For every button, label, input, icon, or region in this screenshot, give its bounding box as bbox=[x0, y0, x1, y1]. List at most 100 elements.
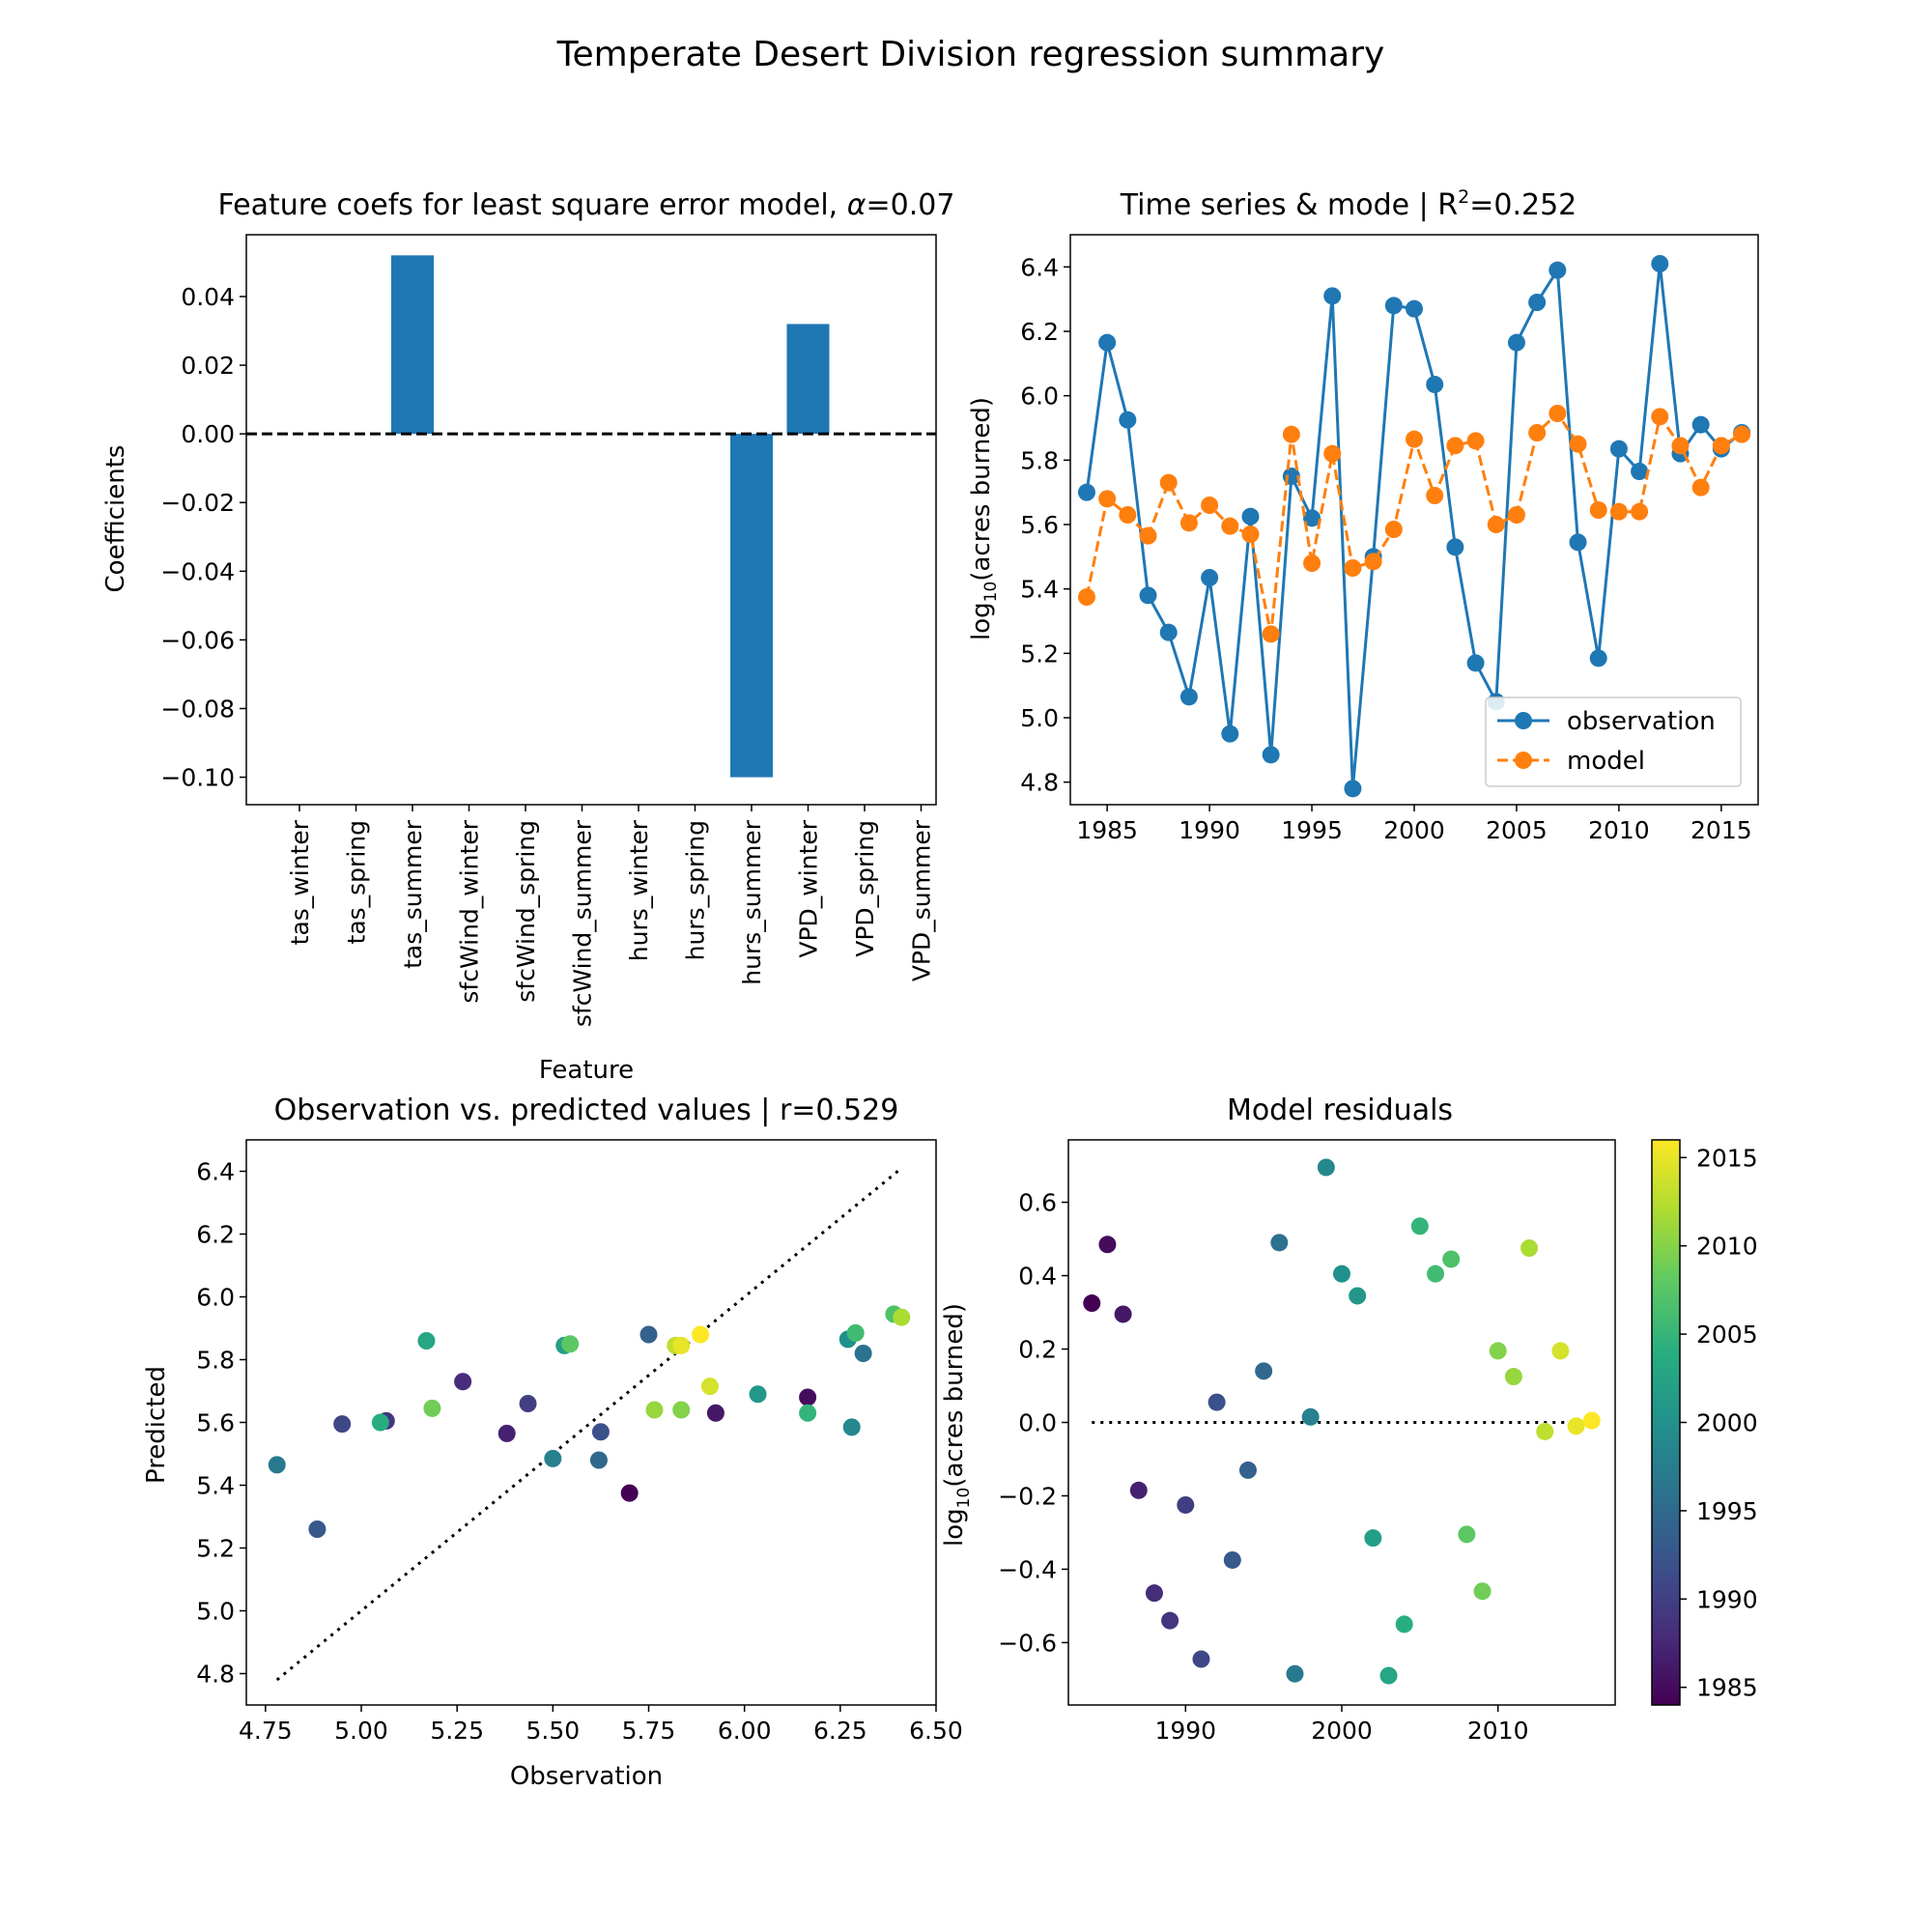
residual-point bbox=[1551, 1342, 1570, 1360]
scatter-point bbox=[454, 1373, 472, 1391]
legend-model-marker bbox=[1515, 752, 1532, 769]
residual-point bbox=[1333, 1264, 1350, 1283]
series-point bbox=[1507, 506, 1525, 524]
y-tick-label: −0.06 bbox=[160, 626, 235, 654]
series-point bbox=[1221, 517, 1239, 535]
scatter-point bbox=[423, 1399, 441, 1417]
residual-point bbox=[1129, 1481, 1148, 1499]
colorbar-tick-label: 2005 bbox=[1696, 1321, 1758, 1349]
x-tick-label: 1985 bbox=[1076, 816, 1138, 844]
obs-pred-xlabel: Observation bbox=[510, 1762, 663, 1791]
obs-pred-plot-area: 4.8 5.0 5.2 5.4 5.6 5.8 6.0 6.2 6.4 4.75 5.00 5.25 5… bbox=[196, 1139, 963, 1745]
scatter-point bbox=[268, 1456, 286, 1474]
coef-plot-area: 0.04 0.02 0.00 −0.02 −0.04 −0.06 −0.08 −0.10 tas… bbox=[160, 234, 937, 1027]
residual-point bbox=[1364, 1529, 1382, 1548]
residual-point bbox=[1098, 1236, 1117, 1254]
y-tick-label: 0.2 bbox=[1018, 1336, 1057, 1364]
colorbar-tick-label: 1990 bbox=[1696, 1585, 1758, 1613]
x-tick-label: 5.50 bbox=[526, 1717, 580, 1745]
x-tick-label: sfcWind_spring bbox=[512, 820, 540, 1003]
series-point bbox=[1159, 623, 1178, 641]
residual-point bbox=[1504, 1368, 1522, 1386]
residual-point bbox=[1223, 1550, 1241, 1569]
axes-frame bbox=[245, 1139, 937, 1706]
colorbar-tick-label: 2000 bbox=[1696, 1409, 1758, 1437]
series-point bbox=[1691, 415, 1710, 434]
y-tick-label: −0.6 bbox=[998, 1629, 1057, 1657]
x-tick-label: tas_winter bbox=[286, 819, 314, 945]
x-tick-label: hurs_spring bbox=[682, 820, 710, 960]
series-point bbox=[1589, 501, 1607, 519]
scatter-point bbox=[417, 1332, 436, 1350]
y-tick-label: 6.2 bbox=[196, 1221, 235, 1249]
scatter-point bbox=[799, 1404, 817, 1422]
y-tick-label: −0.02 bbox=[160, 489, 235, 517]
y-tick-label: 5.0 bbox=[196, 1598, 235, 1626]
series-point bbox=[1406, 299, 1423, 318]
timeseries-panel: Time series & mode | R2=0.252 4.8 5.0 5.2 5… bbox=[967, 186, 1759, 844]
y-tick-label: 6.4 bbox=[1020, 253, 1059, 281]
x-tick-label: VPD_summer bbox=[908, 819, 936, 981]
coef-panel: Feature coefs for least square error mod… bbox=[101, 188, 954, 1085]
scatter-point bbox=[692, 1325, 710, 1344]
y-tick-label: 6.0 bbox=[196, 1284, 235, 1312]
residuals-title: Model residuals bbox=[1227, 1094, 1453, 1127]
y-tick-label: 0.04 bbox=[181, 283, 235, 311]
residual-point bbox=[1270, 1234, 1289, 1252]
y-tick-label: 5.8 bbox=[196, 1347, 235, 1375]
scatter-point bbox=[846, 1323, 865, 1342]
series-point bbox=[1241, 507, 1260, 526]
scatter-point bbox=[591, 1423, 610, 1441]
series-point bbox=[1569, 435, 1587, 453]
y-tick-label: 5.4 bbox=[1020, 576, 1059, 604]
scatter-point bbox=[842, 1418, 861, 1436]
series-point bbox=[1466, 432, 1485, 450]
series-point bbox=[1119, 506, 1137, 524]
scatter-point bbox=[672, 1401, 691, 1419]
series-point bbox=[1364, 553, 1382, 571]
series-point bbox=[1303, 554, 1321, 572]
x-tick-label: 2010 bbox=[1467, 1717, 1529, 1745]
series-point bbox=[1691, 478, 1710, 497]
series-point bbox=[1651, 408, 1669, 426]
legend-model-label: model bbox=[1567, 747, 1645, 776]
legend-observation-marker bbox=[1515, 712, 1532, 729]
series-point bbox=[1528, 294, 1547, 311]
series-point bbox=[1201, 569, 1219, 586]
series-point bbox=[1406, 430, 1423, 448]
y-tick-label: 0.02 bbox=[181, 352, 235, 380]
residual-point bbox=[1442, 1250, 1461, 1268]
series-point bbox=[1426, 487, 1444, 504]
series-point bbox=[1384, 521, 1403, 538]
x-tick-label: VPD_spring bbox=[851, 820, 879, 957]
residual-point bbox=[1317, 1158, 1335, 1177]
series-point bbox=[1712, 437, 1730, 455]
scatter-point bbox=[497, 1424, 516, 1442]
series-point bbox=[1589, 649, 1607, 668]
residual-point bbox=[1536, 1422, 1554, 1440]
y-tick-label: 5.4 bbox=[196, 1472, 235, 1500]
series-point bbox=[1323, 444, 1342, 463]
coef-xlabel: Feature bbox=[539, 1056, 634, 1085]
residual-point bbox=[1349, 1287, 1367, 1305]
series-point bbox=[1344, 559, 1362, 577]
series-point bbox=[1548, 405, 1567, 422]
x-tick-label: hurs_summer bbox=[738, 819, 766, 984]
series-point bbox=[1077, 483, 1095, 501]
series-point bbox=[1303, 509, 1321, 527]
series-point bbox=[1548, 261, 1567, 279]
series-point bbox=[1651, 255, 1669, 272]
series-point bbox=[1241, 526, 1260, 543]
x-tick-label: 2000 bbox=[1311, 1717, 1373, 1745]
residual-point bbox=[1161, 1611, 1179, 1630]
colorbar-ticks: 1985 1990 1995 2000 2005 2010 2015 bbox=[1680, 1144, 1758, 1702]
y-tick-label: 0.4 bbox=[1018, 1263, 1057, 1291]
series-point bbox=[1282, 425, 1300, 443]
timeseries-title: Time series & mode | R2=0.252 bbox=[1120, 186, 1577, 222]
y-tick-label: 5.8 bbox=[1020, 446, 1059, 474]
bar bbox=[786, 324, 830, 435]
scatter-point bbox=[854, 1345, 872, 1362]
y-tick-label: 6.0 bbox=[1020, 383, 1059, 411]
colorbar-tick-label: 1985 bbox=[1696, 1674, 1758, 1702]
residual-point bbox=[1301, 1407, 1320, 1426]
